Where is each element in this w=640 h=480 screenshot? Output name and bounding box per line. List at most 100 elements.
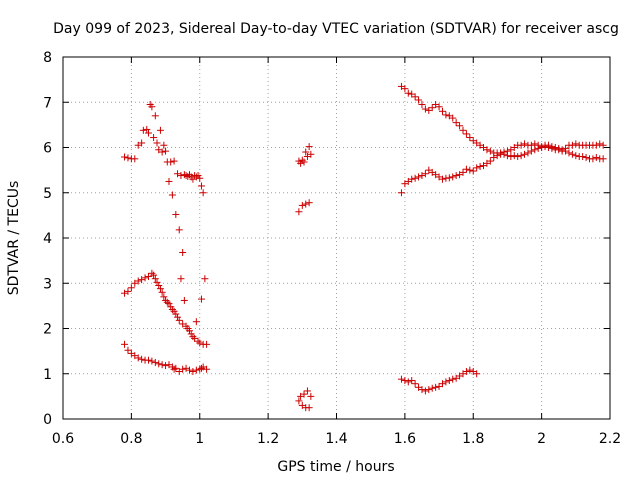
data-point: [473, 370, 481, 378]
data-point: [449, 173, 457, 181]
data-point: [599, 155, 607, 163]
data-point: [401, 85, 409, 93]
data-point: [121, 340, 129, 348]
data-point: [182, 172, 190, 180]
data-point: [172, 210, 180, 218]
data-point: [418, 386, 426, 394]
data-point: [148, 269, 156, 277]
y-tick-label: 3: [43, 276, 52, 292]
data-point: [507, 153, 515, 161]
data-point: [300, 390, 308, 398]
data-point: [121, 153, 129, 161]
data-points: [121, 82, 607, 412]
data-point: [174, 313, 182, 321]
data-point: [462, 165, 470, 173]
data-point: [134, 354, 142, 362]
data-point: [497, 149, 505, 157]
data-point: [592, 153, 600, 161]
data-point: [435, 103, 443, 111]
data-point: [572, 140, 580, 148]
data-point: [438, 380, 446, 388]
data-point: [143, 125, 151, 133]
data-point: [538, 143, 546, 151]
data-point: [295, 208, 303, 216]
data-point: [490, 153, 498, 161]
data-point: [179, 248, 187, 256]
data-point: [192, 318, 200, 326]
grid-lines: [63, 57, 610, 419]
data-point: [192, 173, 200, 181]
x-tick-label: 2.2: [599, 431, 621, 447]
data-point: [466, 134, 474, 142]
data-point: [531, 146, 539, 154]
data-point: [397, 189, 405, 197]
data-point: [303, 387, 311, 395]
data-point: [473, 164, 481, 172]
data-point: [421, 105, 429, 113]
data-point: [150, 134, 158, 142]
data-point: [469, 167, 477, 175]
y-tick-label: 7: [43, 95, 52, 111]
data-point: [127, 284, 135, 292]
data-point: [179, 365, 187, 373]
data-point: [153, 278, 161, 286]
data-point: [124, 346, 132, 354]
data-point: [582, 153, 590, 161]
data-point: [197, 182, 205, 190]
data-point: [459, 168, 467, 176]
data-point: [572, 152, 580, 160]
data-point: [177, 275, 185, 283]
data-point: [298, 156, 306, 164]
data-point: [185, 366, 193, 374]
data-point: [170, 365, 178, 373]
data-point: [192, 366, 200, 374]
data-point: [300, 158, 308, 166]
data-point: [148, 357, 156, 365]
data-point: [203, 340, 211, 348]
data-point: [139, 126, 147, 134]
data-point: [165, 177, 173, 185]
data-point: [172, 364, 180, 372]
data-point: [449, 114, 457, 122]
data-point: [203, 365, 211, 373]
data-point: [170, 157, 178, 165]
data-point: [445, 377, 453, 385]
y-tick-label: 0: [43, 412, 52, 428]
data-point: [544, 144, 552, 151]
data-point: [307, 150, 315, 158]
data-point: [144, 356, 152, 364]
data-point: [302, 148, 310, 156]
data-point: [483, 146, 491, 154]
data-point: [486, 147, 494, 155]
data-point: [466, 166, 474, 174]
data-point: [476, 163, 484, 171]
data-point: [445, 174, 453, 182]
data-point: [568, 141, 576, 149]
data-point: [155, 360, 163, 368]
data-point: [167, 158, 175, 166]
data-point: [121, 289, 129, 297]
data-point: [521, 140, 529, 148]
data-point: [158, 288, 166, 296]
data-point: [449, 375, 457, 383]
y-tick-label: 1: [43, 367, 52, 383]
x-tick-label: 1.8: [462, 431, 484, 447]
data-point: [298, 201, 306, 209]
data-point: [165, 300, 173, 308]
data-point: [459, 126, 467, 134]
data-point: [531, 140, 539, 148]
x-tick-label: 1: [195, 431, 204, 447]
data-point: [189, 333, 197, 341]
x-tick-label: 2: [537, 431, 546, 447]
data-point: [425, 386, 433, 394]
data-point: [555, 146, 563, 154]
data-point: [151, 112, 159, 120]
data-point: [503, 147, 511, 155]
data-point: [134, 277, 142, 285]
data-point: [562, 144, 570, 152]
data-point: [162, 147, 170, 155]
data-point: [579, 153, 587, 161]
data-point: [168, 191, 176, 199]
data-point: [534, 141, 542, 149]
